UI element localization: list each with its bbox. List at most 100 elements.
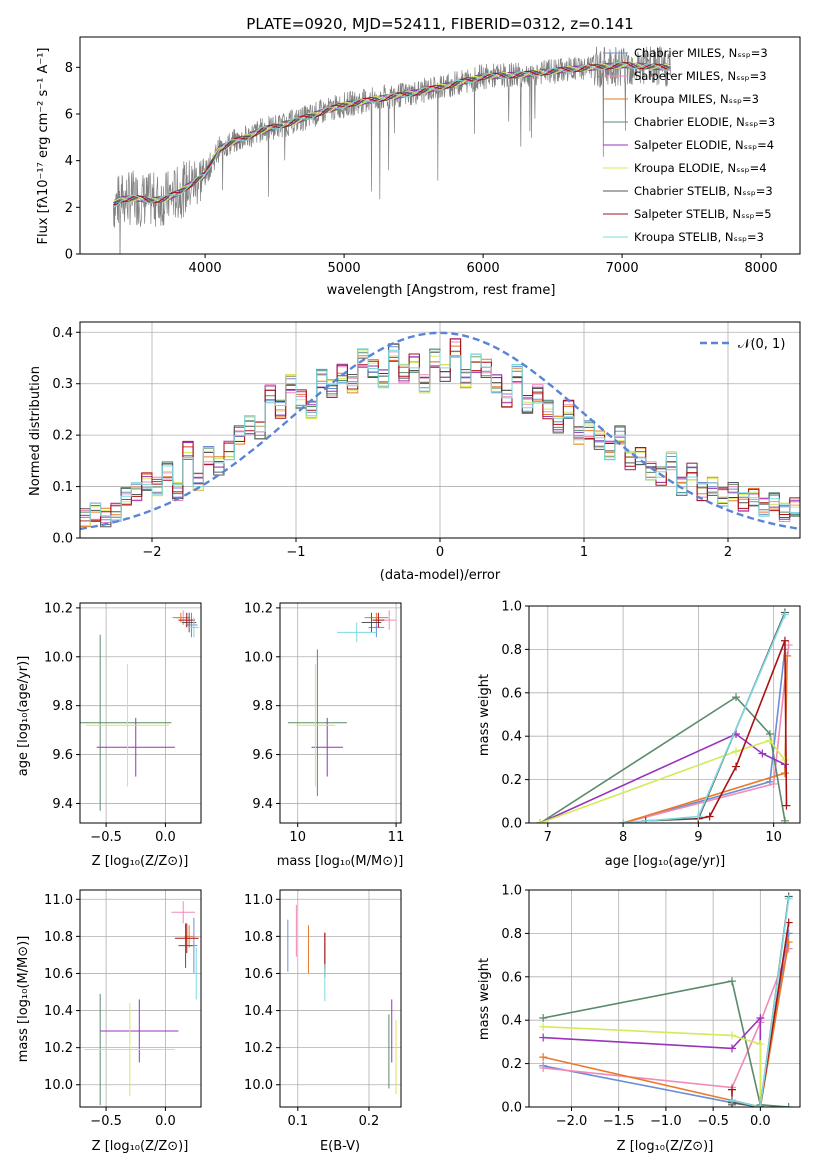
zw-line-kroupa_stelib: [731, 898, 790, 1107]
zw-xlabel: Z [log₁₀(Z/Z⊙)]: [617, 1139, 714, 1154]
zmass-frame: [79, 889, 202, 1108]
spec-ytick-label: 6: [65, 108, 73, 123]
spectrum-ylabel: Flux [fλ10⁻¹⁷ erg cm⁻² s⁻¹ A⁻¹]: [36, 48, 51, 245]
mage-panel: [276, 602, 402, 827]
spec-content: [113, 45, 671, 254]
zw-ylabel: mass weight: [477, 958, 492, 1040]
zage-ytick-label: 9.6: [52, 748, 73, 763]
zage-ytick-label: 10.2: [44, 601, 73, 616]
agew-xlabel: age [log₁₀(age/yr)]: [605, 854, 726, 869]
zmass-xtick-label: −0.5: [90, 1114, 122, 1129]
spec-panel: [76, 36, 801, 258]
agew-line-kroupa_elodie: [540, 739, 786, 823]
agew-ytick-label: 0.4: [501, 730, 522, 745]
ebv-xtick-label: 0.1: [287, 1114, 308, 1129]
spec-xtick-label: 8000: [745, 261, 778, 276]
agew-ytick-label: 0.2: [501, 773, 522, 788]
hist-xtick-label: 2: [724, 545, 732, 560]
zw-line-kroupa_elodie: [543, 1025, 762, 1107]
agew-marker-kroupa_elodie: [780, 756, 789, 765]
agew-marker-kroupa_miles: [780, 769, 789, 778]
agew-marker-salpeter_miles: [769, 779, 778, 788]
spec-frame: [79, 36, 801, 255]
agew-ytick-label: 1.0: [501, 600, 522, 615]
zw-ytick-label: 0.6: [501, 970, 522, 985]
mage-ytick-label: 10.2: [244, 601, 273, 616]
zw-xtick-label: −2.0: [556, 1114, 588, 1129]
agew-line-kroupa_stelib: [623, 614, 786, 823]
zage-xlabel: Z [log₁₀(Z/Z⊙)]: [92, 854, 189, 869]
zw-marker-kroupa_stelib: [728, 1096, 737, 1105]
zage-ylabel: age [log₁₀(age/yr)]: [16, 656, 31, 777]
mage-xtick-label: 10: [289, 830, 306, 845]
agew-line-chabrier_stelib: [645, 612, 786, 822]
hist-ytick-label: 0.4: [52, 326, 73, 341]
hist-step-kroupa_stelib: [80, 348, 800, 522]
agew-marker-salpeter_stelib: [732, 762, 741, 771]
hist-panel: [76, 321, 801, 542]
agew-marker-salpeter_stelib: [705, 812, 714, 821]
zage-ytick-label: 9.4: [52, 797, 73, 812]
agew-marker-kroupa_stelib: [694, 812, 703, 821]
hist-xtick-label: −2: [142, 545, 161, 560]
spectrum-legend-label: Chabrier MILES, Nₛₛₚ=3: [634, 46, 768, 60]
hist-ytick-label: 0.2: [52, 429, 73, 444]
ebv-frame: [279, 889, 402, 1108]
agew-content: [536, 608, 793, 823]
ebv-ytick-label: 10.6: [244, 967, 273, 982]
zw-marker-chabrier_elodie: [784, 1103, 793, 1107]
hist-xlabel: (data-model)/error: [380, 568, 501, 583]
agew-line-kroupa_miles: [622, 655, 788, 823]
agew-ytick-label: 0.0: [501, 817, 522, 832]
ebv-ytick-label: 10.4: [244, 1004, 273, 1019]
hist-ytick-label: 0.1: [52, 480, 73, 495]
zw-panel: [525, 889, 801, 1111]
agew-line-salpeter_elodie: [539, 733, 786, 823]
zw-marker-chabrier_miles: [784, 929, 793, 938]
ebv-ytick-label: 10.8: [244, 930, 273, 945]
zw-line-salpeter_miles: [543, 948, 790, 1089]
zw-ytick-label: 0.8: [501, 927, 522, 942]
mage-ytick-label: 9.4: [252, 797, 273, 812]
spectrum-legend-label: Kroupa MILES, Nₛₛₚ=3: [634, 92, 759, 106]
zw-content: [539, 892, 793, 1107]
agew-xtick-label: 8: [619, 830, 627, 845]
agew-marker-kroupa_elodie: [732, 747, 741, 756]
spec-xtick-label: 4000: [189, 261, 222, 276]
zage-ytick-label: 9.8: [52, 699, 73, 714]
hist-content: [80, 331, 800, 531]
zage-xtick-label: −0.5: [90, 830, 122, 845]
zw-xtick-label: −0.5: [697, 1114, 729, 1129]
zw-line-chabrier_elodie: [543, 980, 789, 1107]
zw-marker-kroupa_stelib: [756, 1103, 765, 1107]
normal-curve: [80, 331, 798, 531]
agew-marker-kroupa_elodie: [765, 736, 774, 745]
spectrum-legend-label: Kroupa STELIB, Nₛₛₚ=3: [634, 230, 764, 244]
spectrum-legend-label: Salpeter MILES, Nₛₛₚ=3: [634, 69, 767, 83]
zw-marker-salpeter_miles: [539, 1063, 548, 1072]
agew-marker-kroupa_elodie: [536, 819, 545, 823]
zw-marker-kroupa_elodie: [756, 1040, 765, 1049]
mage-frame: [279, 602, 402, 824]
zage-panel: [76, 602, 202, 827]
hist-xtick-label: 1: [580, 545, 588, 560]
zmass-ytick-label: 10.2: [44, 1041, 73, 1056]
agew-marker-kroupa_stelib: [780, 610, 789, 619]
spec-ytick-label: 2: [65, 201, 73, 216]
spec-ytick-label: 8: [65, 61, 73, 76]
hist-xtick-label: 0: [436, 545, 444, 560]
zmass-ytick-label: 10.4: [44, 1004, 73, 1019]
mage-content: [287, 610, 397, 797]
spectrum-legend-label: Chabrier ELODIE, Nₛₛₚ=3: [634, 115, 775, 129]
agew-marker-salpeter_elodie: [758, 749, 767, 758]
zw-marker-chabrier_elodie: [539, 1014, 548, 1023]
agew-marker-salpeter_miles: [784, 641, 793, 650]
zmass-ytick-label: 10.8: [44, 930, 73, 945]
agew-ylabel: mass weight: [477, 674, 492, 756]
agew-line-salpeter_miles: [622, 645, 790, 823]
zw-ytick-label: 0.4: [501, 1014, 522, 1029]
agew-xtick-label: 9: [694, 830, 702, 845]
mage-ytick-label: 9.8: [252, 699, 273, 714]
zw-marker-kroupa_elodie: [728, 1031, 737, 1040]
zw-ytick-label: 0.0: [501, 1101, 522, 1116]
